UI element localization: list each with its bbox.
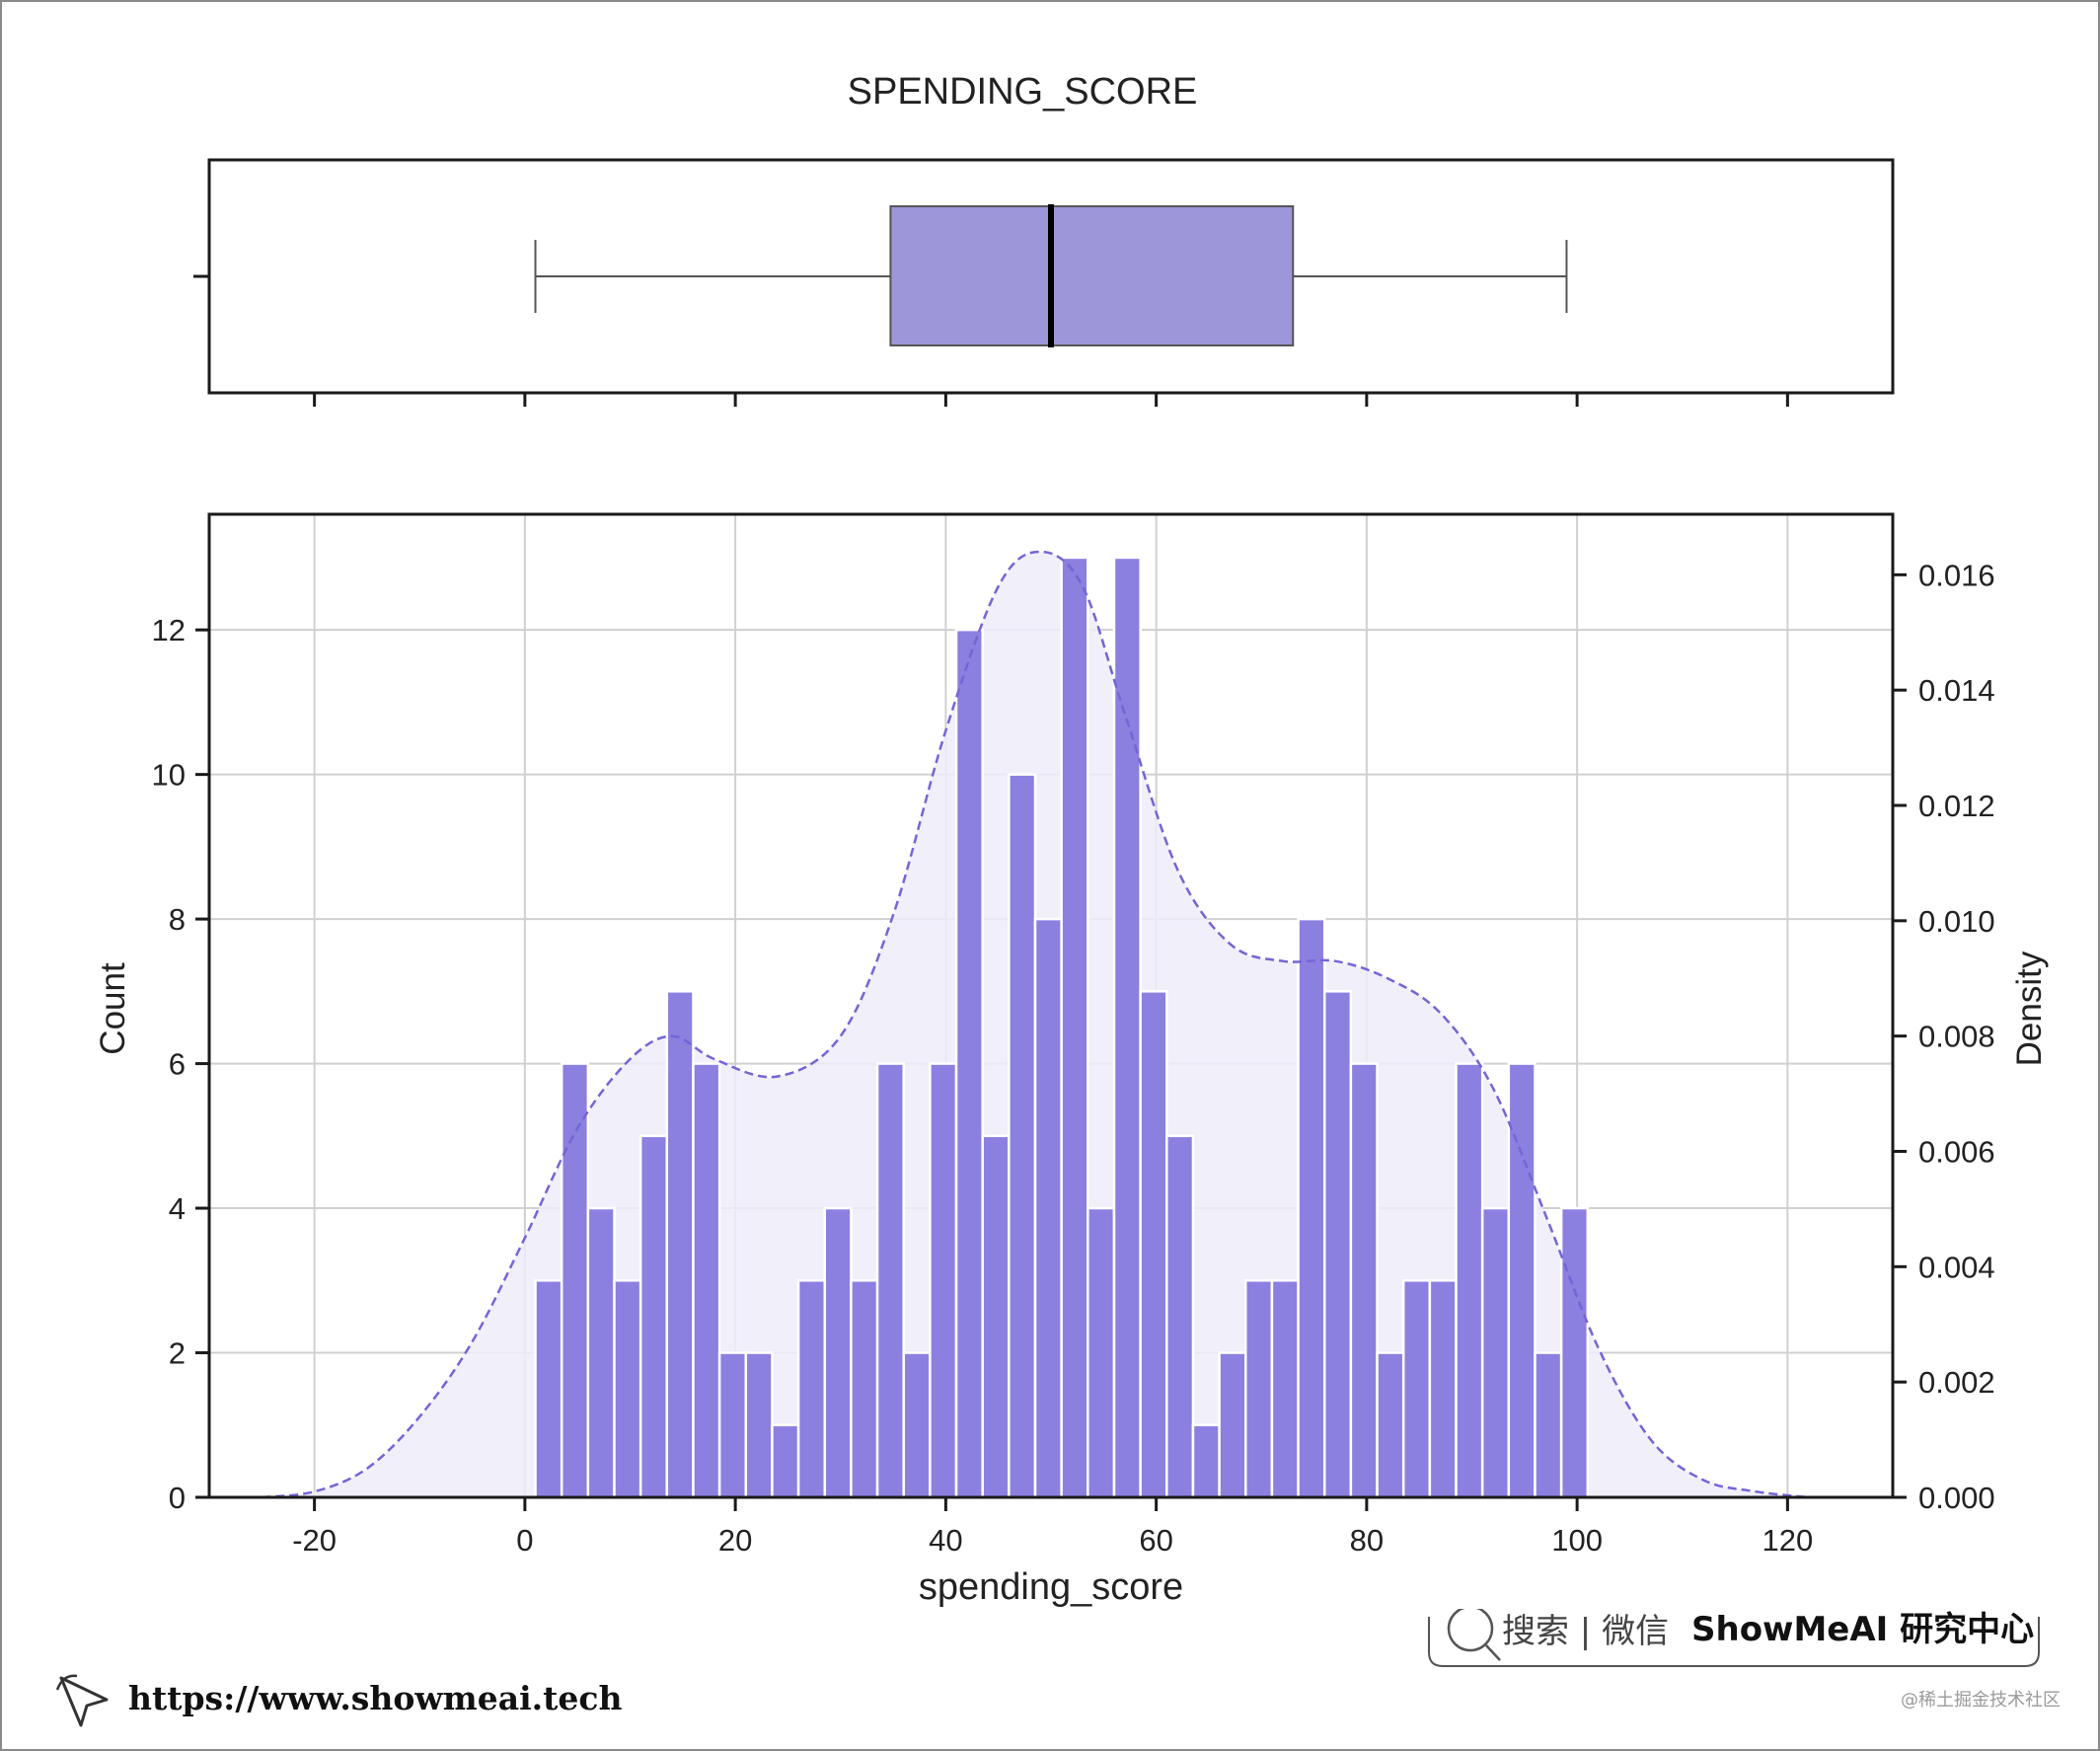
- watermark-mask: [1421, 1569, 2053, 1609]
- histogram-bar: [1428, 1279, 1458, 1499]
- x-tick-label: 0: [516, 1523, 533, 1558]
- histogram-bar: [981, 1134, 1011, 1499]
- y-tick-label: 2: [169, 1336, 186, 1371]
- histogram-bar: [1455, 1062, 1484, 1499]
- histogram-bar: [692, 1062, 721, 1499]
- juejin-credit: @稀土掘金技术社区: [1901, 1690, 2061, 1711]
- histogram-bar: [823, 1206, 853, 1499]
- chart-title: SPENDING_SCORE: [848, 71, 1198, 113]
- histogram-bar: [744, 1351, 774, 1499]
- x-tick-label: -20: [292, 1523, 337, 1558]
- histogram-bar: [1534, 1351, 1563, 1499]
- histogram-bar: [560, 1062, 590, 1499]
- histogram-bar: [586, 1206, 616, 1499]
- x-tick-label: 40: [929, 1523, 962, 1558]
- y2-tick-label: 0.000: [1918, 1481, 1995, 1515]
- watermark-badge: 搜索 | 微信 ShowMeAI 研究中心: [1428, 1605, 2040, 1667]
- histogram-bar: [1270, 1279, 1300, 1499]
- y2-tick-label: 0.014: [1918, 673, 1995, 708]
- histogram-bar: [613, 1279, 642, 1499]
- histogram-bar: [665, 990, 695, 1499]
- histogram-bar: [850, 1279, 879, 1499]
- y2-tick-label: 0.004: [1918, 1250, 1995, 1284]
- y-tick-label: 10: [152, 758, 186, 793]
- histogram-bar: [875, 1062, 905, 1499]
- histogram-bar: [1244, 1279, 1274, 1499]
- histogram-bar: [929, 1062, 958, 1499]
- x-axis-title: spending_score: [919, 1566, 1183, 1608]
- x-tick-label: 20: [718, 1523, 752, 1558]
- footer-url[interactable]: https://www.showmeai.tech: [128, 1679, 622, 1717]
- x-tick-label: 60: [1139, 1523, 1172, 1558]
- histogram-bar: [1218, 1351, 1247, 1499]
- y2-tick-label: 0.012: [1918, 789, 1995, 823]
- x-tick-label: 100: [1551, 1523, 1603, 1558]
- histogram-bar: [954, 628, 984, 1499]
- histogram-bar: [1297, 917, 1326, 1499]
- histogram-bar: [1401, 1279, 1432, 1499]
- cursor-arrow-icon: [55, 1674, 109, 1727]
- y-axis-ticks: 0 2 4 6 8 10 12: [152, 613, 209, 1515]
- boxplot-box: [889, 205, 1295, 346]
- histogram-bar: [1112, 556, 1142, 1499]
- x-axis-ticks: -20 0 20 40 60 80 100 120: [292, 1497, 1813, 1558]
- y-tick-label: 8: [169, 902, 186, 937]
- y2-axis-ticks: 0.000 0.002 0.004 0.006 0.008 0.010 0.012 0.014…: [1893, 558, 1995, 1515]
- x-tick-label: 120: [1762, 1523, 1814, 1558]
- y-axis-title: Count: [94, 962, 132, 1055]
- histogram-bar: [1480, 1206, 1511, 1499]
- histogram-bar: [1060, 556, 1089, 1499]
- y2-tick-label: 0.002: [1918, 1365, 1995, 1400]
- histogram-bar: [1349, 1062, 1379, 1499]
- watermark-border: [1428, 1617, 2040, 1667]
- boxplot-x-ticks: [313, 393, 1789, 407]
- x-tick-label: 80: [1350, 1523, 1384, 1558]
- y-tick-label: 4: [169, 1191, 186, 1226]
- kde-line: [262, 550, 1809, 1499]
- histogram-bar: [1322, 990, 1353, 1499]
- histogram-bar: [1008, 773, 1037, 1499]
- boxplot: [534, 204, 1568, 347]
- histogram-bar: [534, 1279, 563, 1499]
- histogram-bar: [771, 1423, 800, 1499]
- boxplot-panel: [193, 158, 1895, 407]
- magnifier-icon: [1447, 1605, 1501, 1661]
- y-tick-label: 6: [169, 1047, 186, 1082]
- histogram-bar: [717, 1351, 748, 1499]
- watermark-search-label: 搜索 | 微信: [1502, 1612, 1669, 1651]
- y2-axis-title: Density: [2010, 951, 2049, 1066]
- histogram-bar: [796, 1279, 827, 1499]
- watermark-brand: ShowMeAI 研究中心: [1691, 1610, 2034, 1649]
- histogram-frame: [207, 512, 1895, 1499]
- histogram-bar: [1559, 1206, 1590, 1499]
- y2-tick-label: 0.008: [1918, 1020, 1995, 1054]
- histogram-bar: [638, 1134, 669, 1499]
- y2-tick-label: 0.010: [1918, 904, 1995, 939]
- y2-tick-label: 0.016: [1918, 558, 1995, 592]
- histogram-bar: [1033, 917, 1063, 1499]
- histogram-bar: [1139, 990, 1168, 1499]
- histogram-bar: [902, 1351, 932, 1499]
- histogram-bar: [1191, 1423, 1221, 1499]
- y2-tick-label: 0.006: [1918, 1135, 1995, 1170]
- y-tick-label: 12: [152, 613, 186, 647]
- histogram-bar: [1165, 1134, 1195, 1499]
- y-tick-label: 0: [169, 1481, 186, 1515]
- histogram-bar: [1087, 1206, 1116, 1499]
- histogram-bar: [1376, 1351, 1405, 1499]
